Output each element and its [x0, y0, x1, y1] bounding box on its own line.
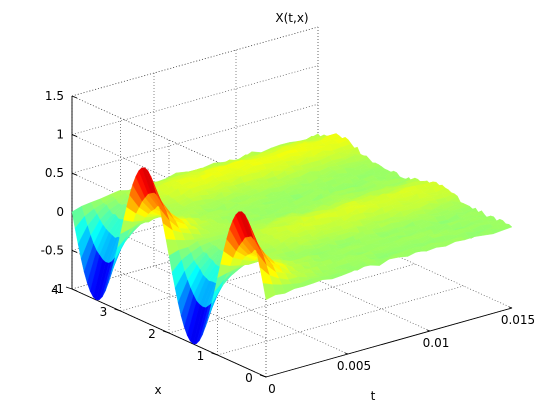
- t-tick-mark: [344, 352, 349, 355]
- t-tick-label: 0.005: [337, 359, 371, 373]
- x-tick-mark: [162, 330, 170, 334]
- z-tick-label: -0.5: [41, 243, 64, 257]
- x-tick-mark: [114, 308, 121, 312]
- t-axis-label: t: [371, 389, 376, 403]
- side-wall-grid-line: [71, 134, 267, 223]
- x-tick-mark: [259, 374, 267, 378]
- axis-box: [65, 95, 513, 378]
- z-tick-label: 0.5: [45, 166, 64, 180]
- x-tick-label: 1: [197, 349, 205, 363]
- box-edge: [71, 26, 319, 97]
- z-tick-mark: [71, 172, 78, 176]
- x-tick-mark: [211, 352, 218, 356]
- floor-grid-line: [120, 241, 367, 312]
- x-tick-mark: [65, 286, 73, 290]
- x-tick-label: 0: [245, 371, 253, 385]
- t-axis-line: [265, 307, 513, 378]
- x-axis-label: x: [154, 383, 161, 397]
- back-wall-grid-line: [71, 219, 319, 290]
- x-tick-label: 4: [51, 283, 59, 297]
- t-tick-label: 0: [268, 382, 276, 396]
- z-tick-label: 0: [56, 205, 64, 219]
- floor-grid-line: [168, 263, 416, 334]
- t-tick-label: 0.015: [501, 313, 535, 327]
- x-tick-label: 2: [148, 327, 156, 341]
- t-tick-mark: [508, 306, 513, 309]
- x-tick-label: 3: [100, 305, 108, 319]
- z-tick-label: -1: [52, 282, 64, 296]
- z-tick-mark: [71, 95, 78, 99]
- z-tick-mark: [71, 288, 78, 292]
- tick-labels: 0 0.005 0.01 0.015 0 1 2 3 4-1 -0.5 0 0.5 1 1.5: [41, 89, 536, 396]
- t-tick-label: 0.01: [423, 336, 450, 350]
- surface-facet: [262, 283, 276, 301]
- z-tick-mark: [71, 134, 78, 138]
- floor-grid-line: [217, 285, 464, 356]
- z-tick-mark: [71, 249, 78, 253]
- z-tick-label: 1: [56, 128, 64, 142]
- t-tick-mark: [426, 329, 431, 332]
- side-wall-grid-line: [71, 172, 267, 262]
- chart-title: X(t,x): [275, 11, 308, 25]
- z-tick-label: 1.5: [45, 89, 64, 103]
- back-wall-grid-line: [71, 103, 319, 174]
- surface-mesh: [71, 133, 513, 345]
- back-wall-grid-line: [71, 65, 319, 135]
- box-edge: [71, 95, 267, 185]
